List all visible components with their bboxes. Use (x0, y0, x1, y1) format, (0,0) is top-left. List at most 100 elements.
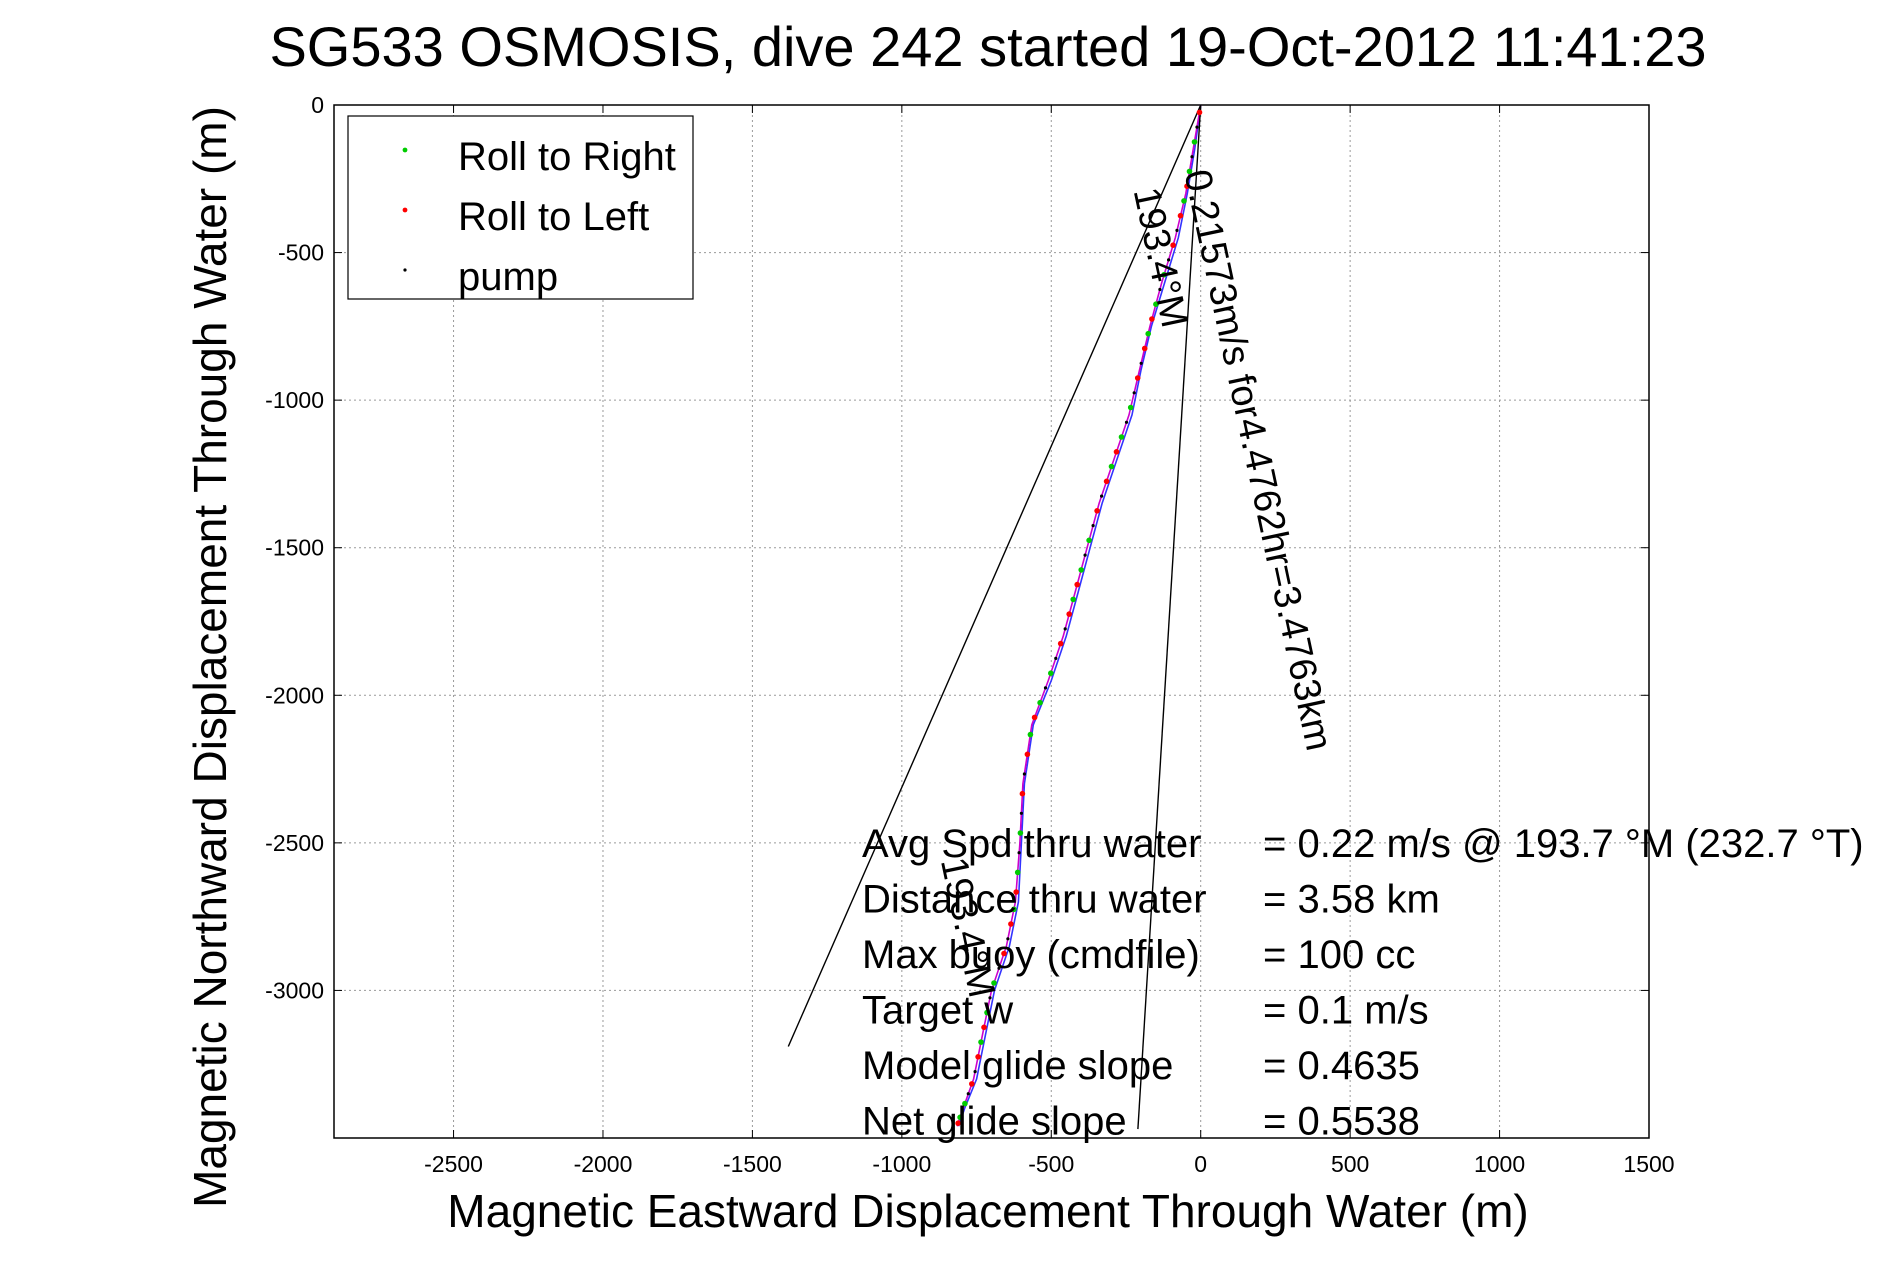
track-marker (962, 1100, 968, 1107)
track-marker (966, 1092, 970, 1096)
y-tick-label: -2000 (265, 682, 324, 708)
y-tick-label: -3000 (265, 977, 324, 1003)
track-marker (981, 1024, 987, 1031)
track-marker (1043, 686, 1048, 690)
track-marker (1196, 109, 1203, 116)
x-tick-label: -1500 (723, 1151, 782, 1177)
track-marker (1177, 212, 1184, 219)
track-marker (1017, 830, 1024, 836)
track-marker (1048, 670, 1054, 676)
plot-frame (333, 104, 1650, 1139)
x-axis-label: Magnetic Eastward Displacement Through W… (447, 1185, 1528, 1237)
track-marker (1158, 287, 1162, 292)
y-tick-label: -2500 (265, 830, 324, 856)
track-marker (1161, 271, 1167, 278)
stat-label: Net glide slope (862, 1100, 1127, 1144)
stat-label: Avg Spd thru water (862, 822, 1201, 866)
legend-label: pump (458, 255, 558, 299)
track-marker (1024, 751, 1031, 758)
track-marker (984, 1009, 990, 1016)
stat-value: = 0.4635 (1263, 1044, 1420, 1088)
track-marker (1086, 537, 1092, 544)
track-marker (1139, 361, 1143, 365)
track-marker (1006, 937, 1010, 941)
track-marker (1132, 391, 1136, 395)
track-marker (1141, 345, 1148, 352)
x-tick-label: -2000 (574, 1151, 633, 1177)
y-tick-label: -1500 (265, 535, 324, 561)
track-marker (973, 1070, 977, 1074)
x-tick-label: 500 (1331, 1151, 1369, 1177)
track-marker (1066, 611, 1072, 617)
track-marker (1181, 198, 1187, 204)
legend-label: Roll to Left (458, 195, 649, 239)
track-marker (1014, 869, 1021, 876)
chart-title: SG533 OSMOSIS, dive 242 started 19-Oct-2… (269, 15, 1706, 78)
track-marker (1108, 463, 1115, 470)
track-marker (1017, 851, 1021, 855)
track-marker (1100, 494, 1104, 498)
track-marker (1145, 330, 1151, 337)
track-marker (1118, 434, 1125, 440)
ticks: -2500 -2000 -1500 -1000 -500 0 500 1000 1500 0 -50… (265, 92, 1674, 1177)
stat-label: Target w (862, 989, 1013, 1033)
track-marker (1037, 699, 1043, 706)
track-marker (997, 966, 1001, 970)
track-marker (1195, 125, 1199, 129)
track-marker (1167, 258, 1171, 262)
track-marker (1083, 553, 1087, 557)
stat-value: = 3.58 km (1263, 878, 1440, 922)
track-marker (1175, 228, 1179, 232)
series-line-1 (957, 104, 1202, 1127)
x-tick-label: -2500 (424, 1151, 483, 1177)
track-marker (1019, 790, 1026, 797)
x-tick-label: 1500 (1623, 1151, 1674, 1177)
series-line-3 (787, 104, 1202, 1047)
track-marker (1074, 581, 1080, 588)
markers-group (955, 109, 1203, 1126)
stat-label: Model glide slope (862, 1044, 1173, 1088)
track-marker (1054, 656, 1058, 661)
track-marker (1022, 772, 1026, 776)
track-marker (1013, 889, 1019, 895)
track-marker (975, 1054, 981, 1060)
track-marker (1070, 596, 1076, 603)
track-marker (1113, 449, 1120, 455)
x-tick-label: 1000 (1474, 1151, 1525, 1177)
track-marker (1134, 375, 1141, 381)
track-marker (1027, 731, 1034, 738)
track-marker (1031, 714, 1038, 721)
stat-value: = 0.22 m/s @ 193.7 °M (232.7 °T) (1263, 822, 1864, 866)
track-marker (1170, 242, 1176, 248)
track-marker (1063, 627, 1067, 631)
y-tick-label: -1000 (265, 387, 324, 413)
stat-value: = 100 cc (1263, 933, 1415, 977)
track-marker (991, 980, 997, 986)
track-marker (1091, 524, 1095, 528)
track-marker (1191, 139, 1198, 145)
track-marker (1011, 906, 1017, 913)
legend: Roll to Right Roll to Left pump (347, 115, 694, 300)
track-marker (1190, 155, 1194, 159)
y-tick-label: 0 (311, 92, 324, 118)
track-marker (1149, 316, 1155, 322)
track-marker (1153, 301, 1159, 308)
y-axis-label: Magnetic Northward Displacement Through … (184, 106, 236, 1208)
track-marker (1124, 420, 1129, 424)
track-marker (1019, 811, 1024, 815)
x-tick-label: 0 (1194, 1151, 1207, 1177)
track-marker (1127, 404, 1134, 411)
stat-value: = 0.5538 (1263, 1100, 1420, 1144)
track-marker (960, 1109, 964, 1113)
track-marker (1008, 921, 1014, 927)
legend-marker (403, 268, 407, 272)
track-marker (1184, 183, 1190, 189)
track-marker (1103, 478, 1110, 485)
track-marker (1094, 508, 1100, 514)
track-marker (955, 1120, 961, 1126)
legend-marker (402, 147, 408, 153)
y-tick-label: -500 (278, 240, 324, 266)
legend-marker (402, 207, 408, 213)
